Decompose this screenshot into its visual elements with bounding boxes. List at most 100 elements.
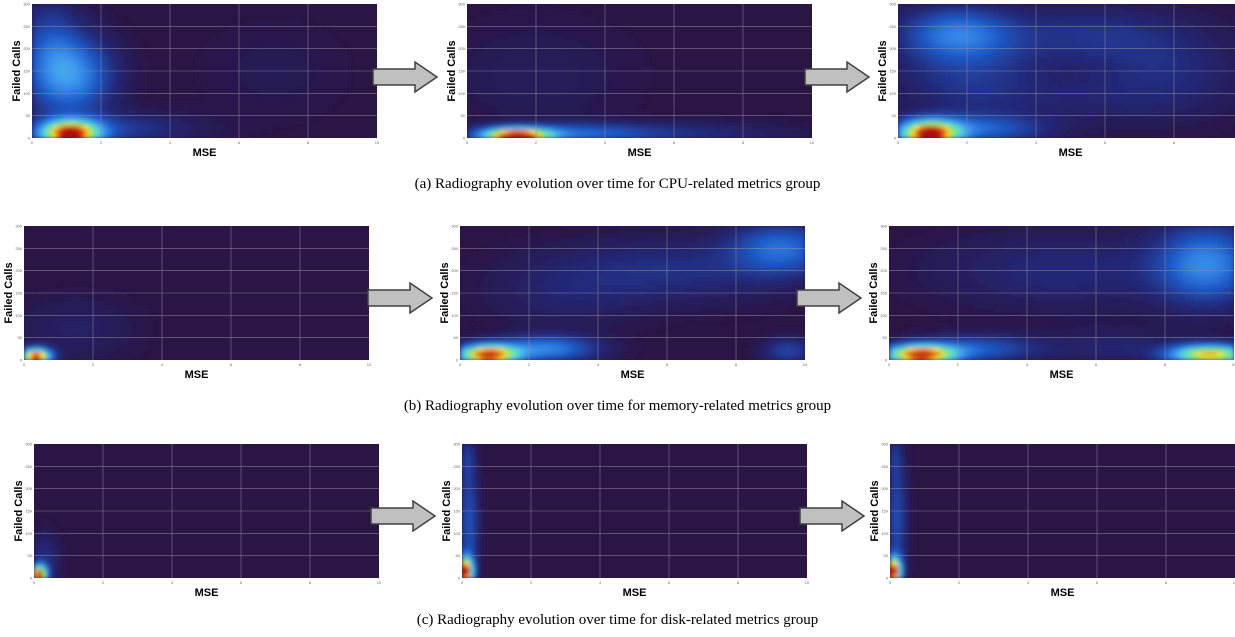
x-tick-label: 2 xyxy=(102,580,105,585)
x-tick-label: 8 xyxy=(1165,580,1168,585)
y-tick-label: 300 xyxy=(453,442,460,447)
y-axis-label: Failed Calls xyxy=(439,262,451,323)
x-axis-label: MSE xyxy=(621,369,645,381)
y-axis-label: Failed Calls xyxy=(441,480,453,541)
y-tick-label: 250 xyxy=(23,24,30,29)
grid-lines xyxy=(889,226,1234,360)
y-tick-label: 150 xyxy=(889,69,896,74)
x-tick-label: 4 xyxy=(597,362,600,367)
x-tick-label: 2 xyxy=(966,140,969,145)
y-tick-label: 150 xyxy=(23,69,30,74)
caption-c: (c) Radiography evolution over time for … xyxy=(416,612,819,628)
x-tick-label: 0 xyxy=(31,140,34,145)
x-axis-label: MSE xyxy=(1051,587,1075,599)
x-tick-label: 0 xyxy=(33,580,36,585)
y-tick-label: 200 xyxy=(453,486,460,491)
x-tick-label: 6 xyxy=(666,362,669,367)
y-tick-label: 200 xyxy=(880,268,887,273)
x-axis-label: MSE xyxy=(1050,369,1074,381)
y-tick-label: 100 xyxy=(458,91,465,96)
time-arrow-b2 xyxy=(796,281,863,315)
y-tick-label: 50 xyxy=(461,113,466,118)
density-cells xyxy=(467,7,812,138)
time-arrow-a1 xyxy=(372,60,439,94)
y-tick-label: 200 xyxy=(458,46,465,51)
x-tick-label: 10 xyxy=(803,362,808,367)
x-tick-label: 2 xyxy=(958,580,961,585)
x-tick-label: 4 xyxy=(169,140,172,145)
y-tick-label: 250 xyxy=(15,246,22,251)
y-tick-label: 100 xyxy=(880,313,887,318)
grid-lines xyxy=(24,226,369,360)
caption-a: (a) Radiography evolution over time for … xyxy=(414,176,821,192)
y-tick-label: 300 xyxy=(889,2,896,7)
y-tick-label: 300 xyxy=(15,224,22,229)
y-axis-label: Failed Calls xyxy=(868,262,880,323)
x-tick-label: 8 xyxy=(307,140,310,145)
x-tick-label: 0 xyxy=(888,362,891,367)
x-tick-label: 2 xyxy=(528,362,531,367)
density-cells xyxy=(460,226,805,360)
x-tick-label: 6 xyxy=(238,140,241,145)
x-tick-label: 8 xyxy=(1173,140,1176,145)
y-tick-label: 50 xyxy=(884,553,889,558)
grid-lines xyxy=(898,4,1235,138)
y-tick-label: 150 xyxy=(458,69,465,74)
x-tick-label: 2 xyxy=(957,362,960,367)
y-tick-label: 200 xyxy=(25,486,32,491)
heatmap-a2: 0 2 4 6 8 10 0 50 100 150 200 250 300 MSE Failed Calls xyxy=(443,2,815,164)
y-tick-label: 100 xyxy=(15,313,22,318)
y-tick-label: 300 xyxy=(23,2,30,7)
y-tick-label: 0 xyxy=(30,576,33,581)
x-tick-label: 2 xyxy=(100,140,103,145)
y-tick-label: 50 xyxy=(883,335,888,340)
y-tick-label: 200 xyxy=(23,46,30,51)
x-axis-label: MSE xyxy=(195,587,219,599)
grid-lines xyxy=(890,444,1235,578)
x-tick-label: 10 xyxy=(810,140,815,145)
y-tick-label: 100 xyxy=(453,531,460,536)
y-tick-label: 100 xyxy=(23,91,30,96)
x-tick-label: 6 xyxy=(240,580,243,585)
y-tick-label: 300 xyxy=(880,224,887,229)
time-arrow-b1 xyxy=(367,281,434,315)
x-tick-label: 8 xyxy=(735,362,738,367)
y-axis-label: Failed Calls xyxy=(11,40,23,101)
x-tick-label: 0 xyxy=(459,362,462,367)
x-tick-label: 10 xyxy=(805,580,810,585)
x-tick-label: 6 xyxy=(1104,140,1107,145)
heatmap-b2: 0 2 4 6 8 10 0 50 100 150 200 250 300 MSE Failed Calls xyxy=(436,224,808,386)
y-tick-label: 250 xyxy=(458,24,465,29)
time-arrow-c2 xyxy=(799,499,866,533)
y-tick-label: 0 xyxy=(885,358,888,363)
caption-b: (b) Radiography evolution over time for … xyxy=(403,398,832,414)
x-tick-label: 10 xyxy=(367,362,372,367)
y-tick-label: 150 xyxy=(15,291,22,296)
y-tick-label: 250 xyxy=(451,246,458,251)
heatmap-c1: 0 2 4 6 8 10 0 50 100 150 200 250 300 MSE Failed Calls xyxy=(10,442,382,604)
x-tick-label: 0 xyxy=(461,580,464,585)
x-tick-label: 0 xyxy=(889,580,892,585)
y-tick-label: 0 xyxy=(20,358,23,363)
y-tick-label: 0 xyxy=(886,576,889,581)
x-tick-label: 4 xyxy=(1026,362,1029,367)
y-tick-label: 300 xyxy=(881,442,888,447)
y-tick-label: 0 xyxy=(456,358,459,363)
y-tick-label: 0 xyxy=(463,136,466,141)
x-tick-label: 4 xyxy=(604,140,607,145)
y-tick-label: 150 xyxy=(881,509,888,514)
y-axis-label: Failed Calls xyxy=(869,480,881,541)
grid-lines xyxy=(467,4,812,138)
y-tick-label: 100 xyxy=(451,313,458,318)
grid-lines xyxy=(462,444,807,578)
y-axis-label: Failed Calls xyxy=(13,480,25,541)
x-axis-label: MSE xyxy=(1059,147,1083,159)
x-axis-label: MSE xyxy=(623,587,647,599)
